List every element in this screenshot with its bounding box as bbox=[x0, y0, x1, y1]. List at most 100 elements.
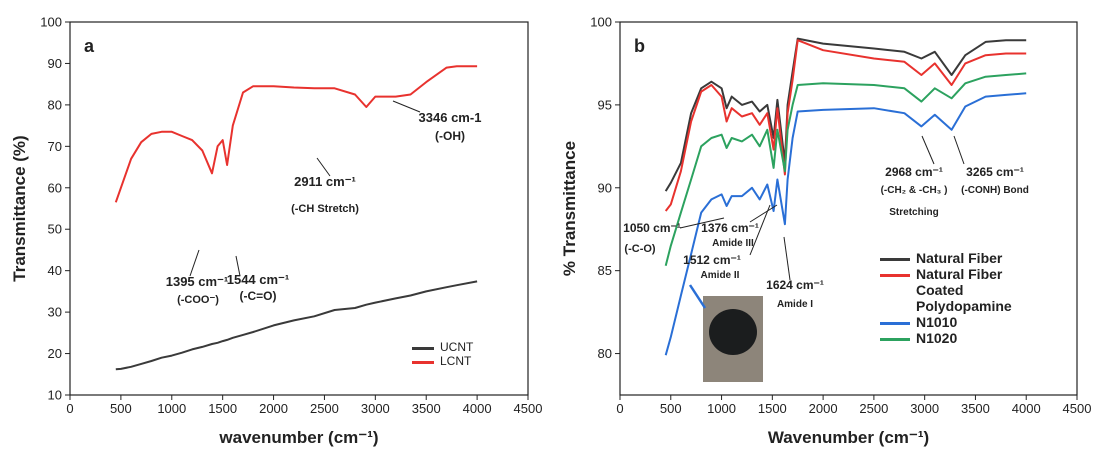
y-tick-label: 95 bbox=[598, 97, 612, 112]
x-tick-label: 1000 bbox=[707, 401, 736, 416]
annotation: Amide I bbox=[777, 299, 813, 310]
annotation-arrow bbox=[235, 255, 241, 277]
x-tick-label: 3500 bbox=[961, 401, 990, 416]
y-axis-title: % Transmittance bbox=[560, 141, 579, 276]
y-tick-label: 100 bbox=[40, 15, 62, 30]
annotation: 1624 cm⁻¹ bbox=[766, 278, 824, 292]
annotation-arrow bbox=[921, 135, 935, 165]
annotation: 1050 cm⁻¹ bbox=[623, 221, 681, 235]
annotation: 2968 cm⁻¹ bbox=[885, 165, 943, 179]
y-tick-label: 70 bbox=[48, 139, 62, 154]
panel-label: b bbox=[634, 36, 645, 56]
x-tick-label: 3000 bbox=[361, 401, 390, 416]
series-line bbox=[664, 72, 1027, 266]
x-tick-label: 0 bbox=[66, 401, 73, 416]
annotation: Stretching bbox=[889, 207, 938, 218]
legend-swatch bbox=[412, 361, 434, 364]
x-tick-label: 1000 bbox=[157, 401, 186, 416]
annotation: (-C-O) bbox=[624, 243, 655, 255]
legend-label: N1010 bbox=[916, 314, 958, 330]
legend-entry: Natural Fiber bbox=[880, 250, 1020, 266]
y-tick-label: 50 bbox=[48, 222, 62, 237]
legend-entry: UCNT bbox=[412, 340, 512, 354]
annotation-arrow bbox=[953, 135, 965, 165]
inset-sample bbox=[709, 309, 757, 355]
annotation-arrow bbox=[679, 217, 725, 229]
plot-frame bbox=[619, 21, 1078, 396]
y-tick-label: 80 bbox=[48, 97, 62, 112]
series-line bbox=[664, 39, 1027, 212]
y-tick-label: 30 bbox=[48, 305, 62, 320]
y-tick-label: 90 bbox=[48, 56, 62, 71]
legend-label: LCNT bbox=[440, 354, 472, 368]
x-tick-label: 2500 bbox=[859, 401, 888, 416]
annotation: 1395 cm⁻¹ bbox=[166, 274, 229, 289]
x-tick-label: 500 bbox=[660, 401, 682, 416]
series-line bbox=[115, 280, 478, 371]
legend-swatch bbox=[880, 258, 910, 261]
panel-label: a bbox=[84, 36, 95, 56]
y-tick-label: 85 bbox=[598, 263, 612, 278]
legend-entry: LCNT bbox=[412, 354, 512, 368]
legend-swatch bbox=[412, 347, 434, 350]
inset-arrow bbox=[688, 284, 707, 309]
annotation: (-C=O) bbox=[240, 289, 277, 303]
legend: Natural Fiber Natural Fiber Coated Polydo… bbox=[880, 250, 1020, 346]
legend-entry: N1010 bbox=[880, 314, 1020, 330]
legend-swatch bbox=[880, 274, 910, 277]
legend: UCNT LCNT bbox=[412, 340, 512, 368]
annotation: 1544 cm⁻¹ bbox=[227, 272, 290, 287]
annotation: (-CH Stretch) bbox=[291, 203, 359, 215]
annotation: (-OH) bbox=[435, 129, 465, 143]
annotation: Amide III bbox=[712, 238, 754, 249]
x-tick-label: 1500 bbox=[758, 401, 787, 416]
legend-label: N1020 bbox=[916, 330, 958, 346]
x-tick-label: 1500 bbox=[208, 401, 237, 416]
annotation-arrow bbox=[189, 249, 200, 277]
y-tick-label: 10 bbox=[48, 388, 62, 403]
legend-label: Natural Fiber Coated Polydopamine bbox=[916, 266, 1012, 314]
annotation-arrow bbox=[749, 204, 778, 223]
x-tick-label: 2000 bbox=[809, 401, 838, 416]
x-tick-label: 3000 bbox=[910, 401, 939, 416]
series-line bbox=[664, 37, 1027, 192]
annotation: 1512 cm⁻¹ bbox=[683, 253, 741, 267]
y-tick-label: 80 bbox=[598, 346, 612, 361]
x-tick-label: 4500 bbox=[1063, 401, 1092, 416]
annotation: 2911 cm⁻¹ bbox=[294, 174, 356, 189]
x-tick-label: 2500 bbox=[310, 401, 339, 416]
y-tick-label: 100 bbox=[590, 15, 612, 30]
legend-swatch bbox=[880, 322, 910, 325]
x-tick-label: 2000 bbox=[259, 401, 288, 416]
legend-label: Natural Fiber bbox=[916, 250, 1003, 266]
annotation: 1376 cm⁻¹ bbox=[701, 221, 759, 235]
annotation: 3346 cm-1 bbox=[419, 110, 482, 125]
y-tick-label: 20 bbox=[48, 346, 62, 361]
plot-frame bbox=[69, 21, 529, 396]
x-tick-label: 4000 bbox=[1012, 401, 1041, 416]
annotation-arrow bbox=[392, 100, 421, 113]
annotation: (-CONH) Bond bbox=[961, 185, 1029, 196]
annotation: Amide II bbox=[701, 270, 740, 281]
x-axis-title: wavenumber (cm⁻¹) bbox=[218, 428, 378, 447]
annotation: (-CH₂ & -CH₃ ) bbox=[881, 185, 948, 196]
legend-entry: Natural Fiber Coated Polydopamine bbox=[880, 266, 1020, 314]
annotation-arrow bbox=[749, 204, 771, 256]
annotation-arrow bbox=[316, 157, 331, 177]
annotation-arrow bbox=[783, 236, 791, 281]
legend-swatch bbox=[880, 338, 910, 341]
annotation: (-COO⁻) bbox=[177, 294, 219, 306]
y-tick-label: 40 bbox=[48, 263, 62, 278]
legend-label: UCNT bbox=[440, 340, 474, 354]
x-axis-title: Wavenumber (cm⁻¹) bbox=[768, 428, 929, 447]
series-line bbox=[664, 92, 1027, 356]
legend-entry: N1020 bbox=[880, 330, 1020, 346]
y-tick-label: 60 bbox=[48, 180, 62, 195]
x-tick-label: 3500 bbox=[412, 401, 441, 416]
y-tick-label: 90 bbox=[598, 180, 612, 195]
x-tick-label: 4500 bbox=[514, 401, 543, 416]
annotation: 3265 cm⁻¹ bbox=[966, 165, 1024, 179]
series-line bbox=[114, 65, 478, 203]
